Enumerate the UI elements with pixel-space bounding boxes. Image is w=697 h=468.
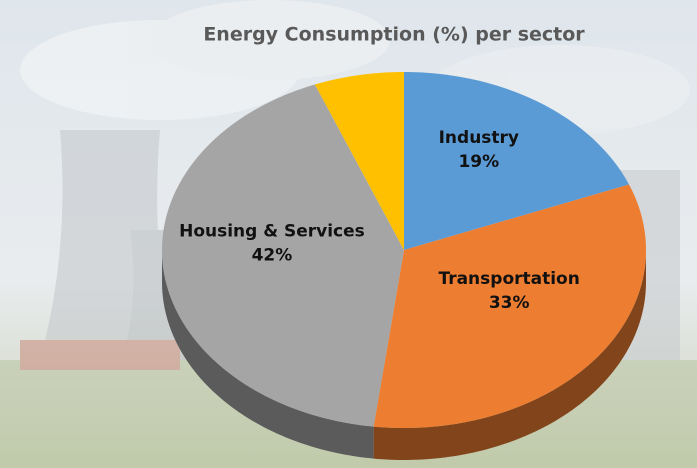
pie: Industry 19% Transportation 33% Housing & Se… — [162, 72, 646, 460]
value-label: 33% — [489, 293, 530, 313]
chart-title: Energy Consumption (%) per sector — [203, 24, 585, 46]
slice-label: Housing & Services — [179, 221, 365, 241]
slice-label: Industry — [439, 128, 519, 148]
value-label: 42% — [252, 245, 293, 265]
chart: Energy Consumption (%) per sector Indust… — [0, 0, 697, 468]
slice-label: Transportation — [438, 269, 579, 289]
value-label: 19% — [458, 152, 499, 172]
